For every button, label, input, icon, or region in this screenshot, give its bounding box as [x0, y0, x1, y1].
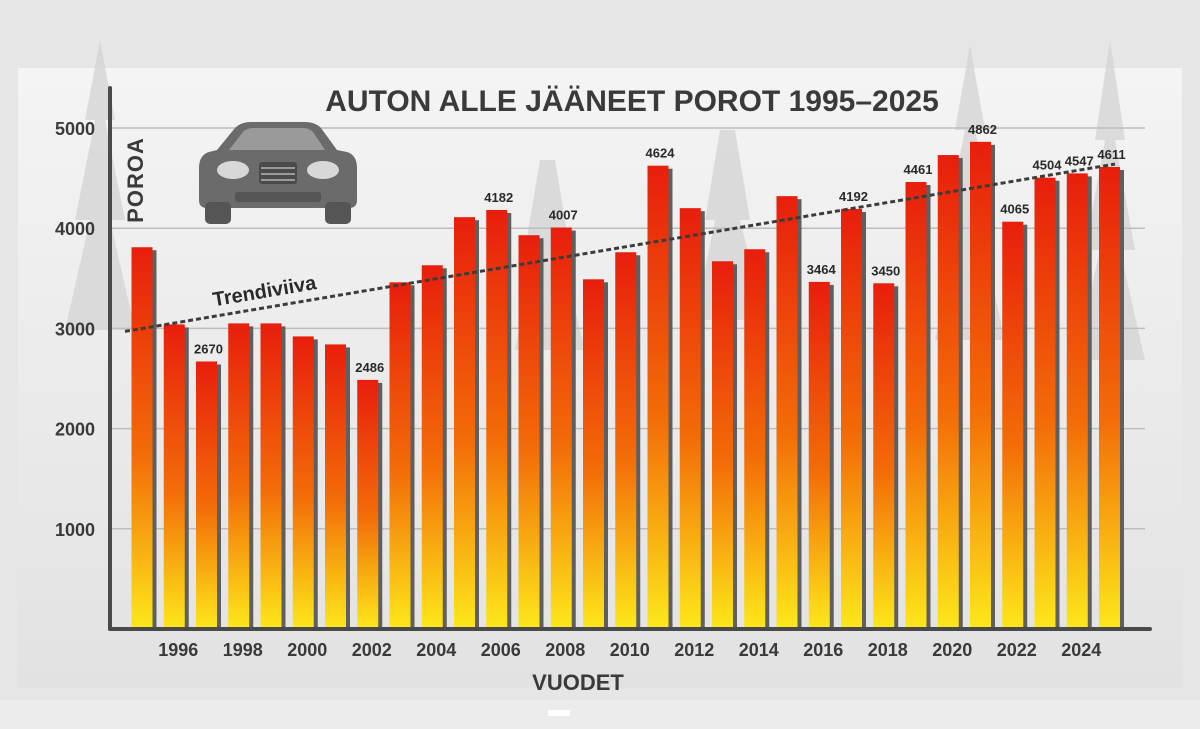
bar-2024 — [1066, 173, 1088, 629]
bar-2000 — [292, 336, 314, 629]
bar-1995 — [131, 247, 153, 629]
y-tick-label: 3000 — [55, 319, 95, 339]
road-marking — [548, 710, 570, 716]
road-strip — [0, 700, 1200, 729]
bar-2010 — [615, 252, 637, 630]
data-label-2023: 4504 — [1033, 158, 1063, 173]
data-label-2011: 4624 — [646, 146, 676, 161]
x-axis-title: VUODET — [532, 670, 624, 695]
bar-2017 — [841, 208, 862, 629]
x-tick-label: 2016 — [803, 640, 843, 660]
data-label-2019: 4461 — [904, 162, 933, 177]
x-tick-label: 2010 — [610, 640, 650, 660]
bar-2023 — [1034, 177, 1056, 629]
x-tick-label: 2000 — [287, 640, 327, 660]
x-tick-label: 2002 — [352, 640, 392, 660]
data-label-2008: 4007 — [549, 207, 578, 222]
data-label-2002: 2486 — [355, 360, 384, 375]
data-label-2024: 4547 — [1065, 153, 1094, 168]
data-label-2025: 4611 — [1097, 147, 1125, 162]
data-label-1997: 2670 — [194, 341, 223, 356]
bar-2018 — [873, 283, 895, 629]
x-tick-label: 1998 — [223, 640, 263, 660]
bar-2001 — [325, 344, 346, 629]
data-labels: 2670 2486 4182 4007 4624 3464 4192 3450 4461 4862… — [194, 122, 1126, 375]
car-icon — [199, 122, 357, 224]
bar-2007 — [518, 235, 540, 630]
bar-2012 — [679, 208, 701, 629]
data-label-2022: 4065 — [1000, 202, 1029, 217]
x-tick-label: 2020 — [932, 640, 972, 660]
bar-2003 — [389, 282, 411, 629]
bar-1999 — [260, 323, 282, 629]
x-tick-label: 2008 — [545, 640, 585, 660]
x-tick-label: 2024 — [1061, 640, 1101, 660]
bar-2006 — [486, 209, 508, 629]
bar-2009 — [583, 279, 604, 629]
bar-2005 — [454, 217, 475, 630]
bar-1996 — [163, 324, 185, 629]
chart-title: AUTON ALLE JÄÄNEET POROT 1995–2025 — [325, 85, 939, 118]
x-tick-label: 2004 — [416, 640, 456, 660]
y-axis-title: POROA — [123, 137, 148, 223]
bar-2014 — [744, 249, 766, 629]
bar-1997 — [196, 361, 217, 629]
data-label-2017: 4192 — [839, 189, 868, 204]
data-label-2021: 4862 — [968, 122, 997, 137]
bar-2011 — [647, 165, 669, 629]
data-label-2016: 3464 — [807, 262, 837, 277]
bar-2019 — [905, 182, 927, 629]
axes — [108, 86, 1152, 631]
bar-2025 — [1099, 166, 1120, 630]
bar-2013 — [712, 261, 733, 629]
x-tick-label: 2022 — [997, 640, 1037, 660]
bar-2020 — [937, 155, 959, 629]
x-tick-label: 2006 — [481, 640, 521, 660]
bar-2002 — [357, 379, 379, 629]
y-tick-label: 4000 — [55, 219, 95, 239]
trendline — [124, 162, 1116, 333]
bars — [131, 141, 1124, 630]
x-tick-label: 1996 — [158, 640, 198, 660]
x-tick-label: 2014 — [739, 640, 779, 660]
bar-2004 — [421, 265, 443, 629]
data-label-2018: 3450 — [871, 263, 900, 278]
y-tick-label: 1000 — [55, 520, 95, 540]
bar-1998 — [228, 323, 250, 629]
bar-2022 — [1002, 221, 1024, 629]
bar-2015 — [776, 196, 798, 630]
y-tick-label: 2000 — [55, 420, 95, 440]
y-tick-label: 5000 — [55, 119, 95, 139]
bar-2008 — [550, 227, 572, 629]
x-tick-label: 2012 — [674, 640, 714, 660]
data-label-2006: 4182 — [484, 190, 513, 205]
tick-labels: 1000 2000 3000 4000 5000 1996 1998 2000 2002 2004… — [55, 119, 1101, 660]
bar-2016 — [808, 281, 830, 629]
x-tick-label: 2018 — [868, 640, 908, 660]
bar-2021 — [970, 141, 991, 629]
